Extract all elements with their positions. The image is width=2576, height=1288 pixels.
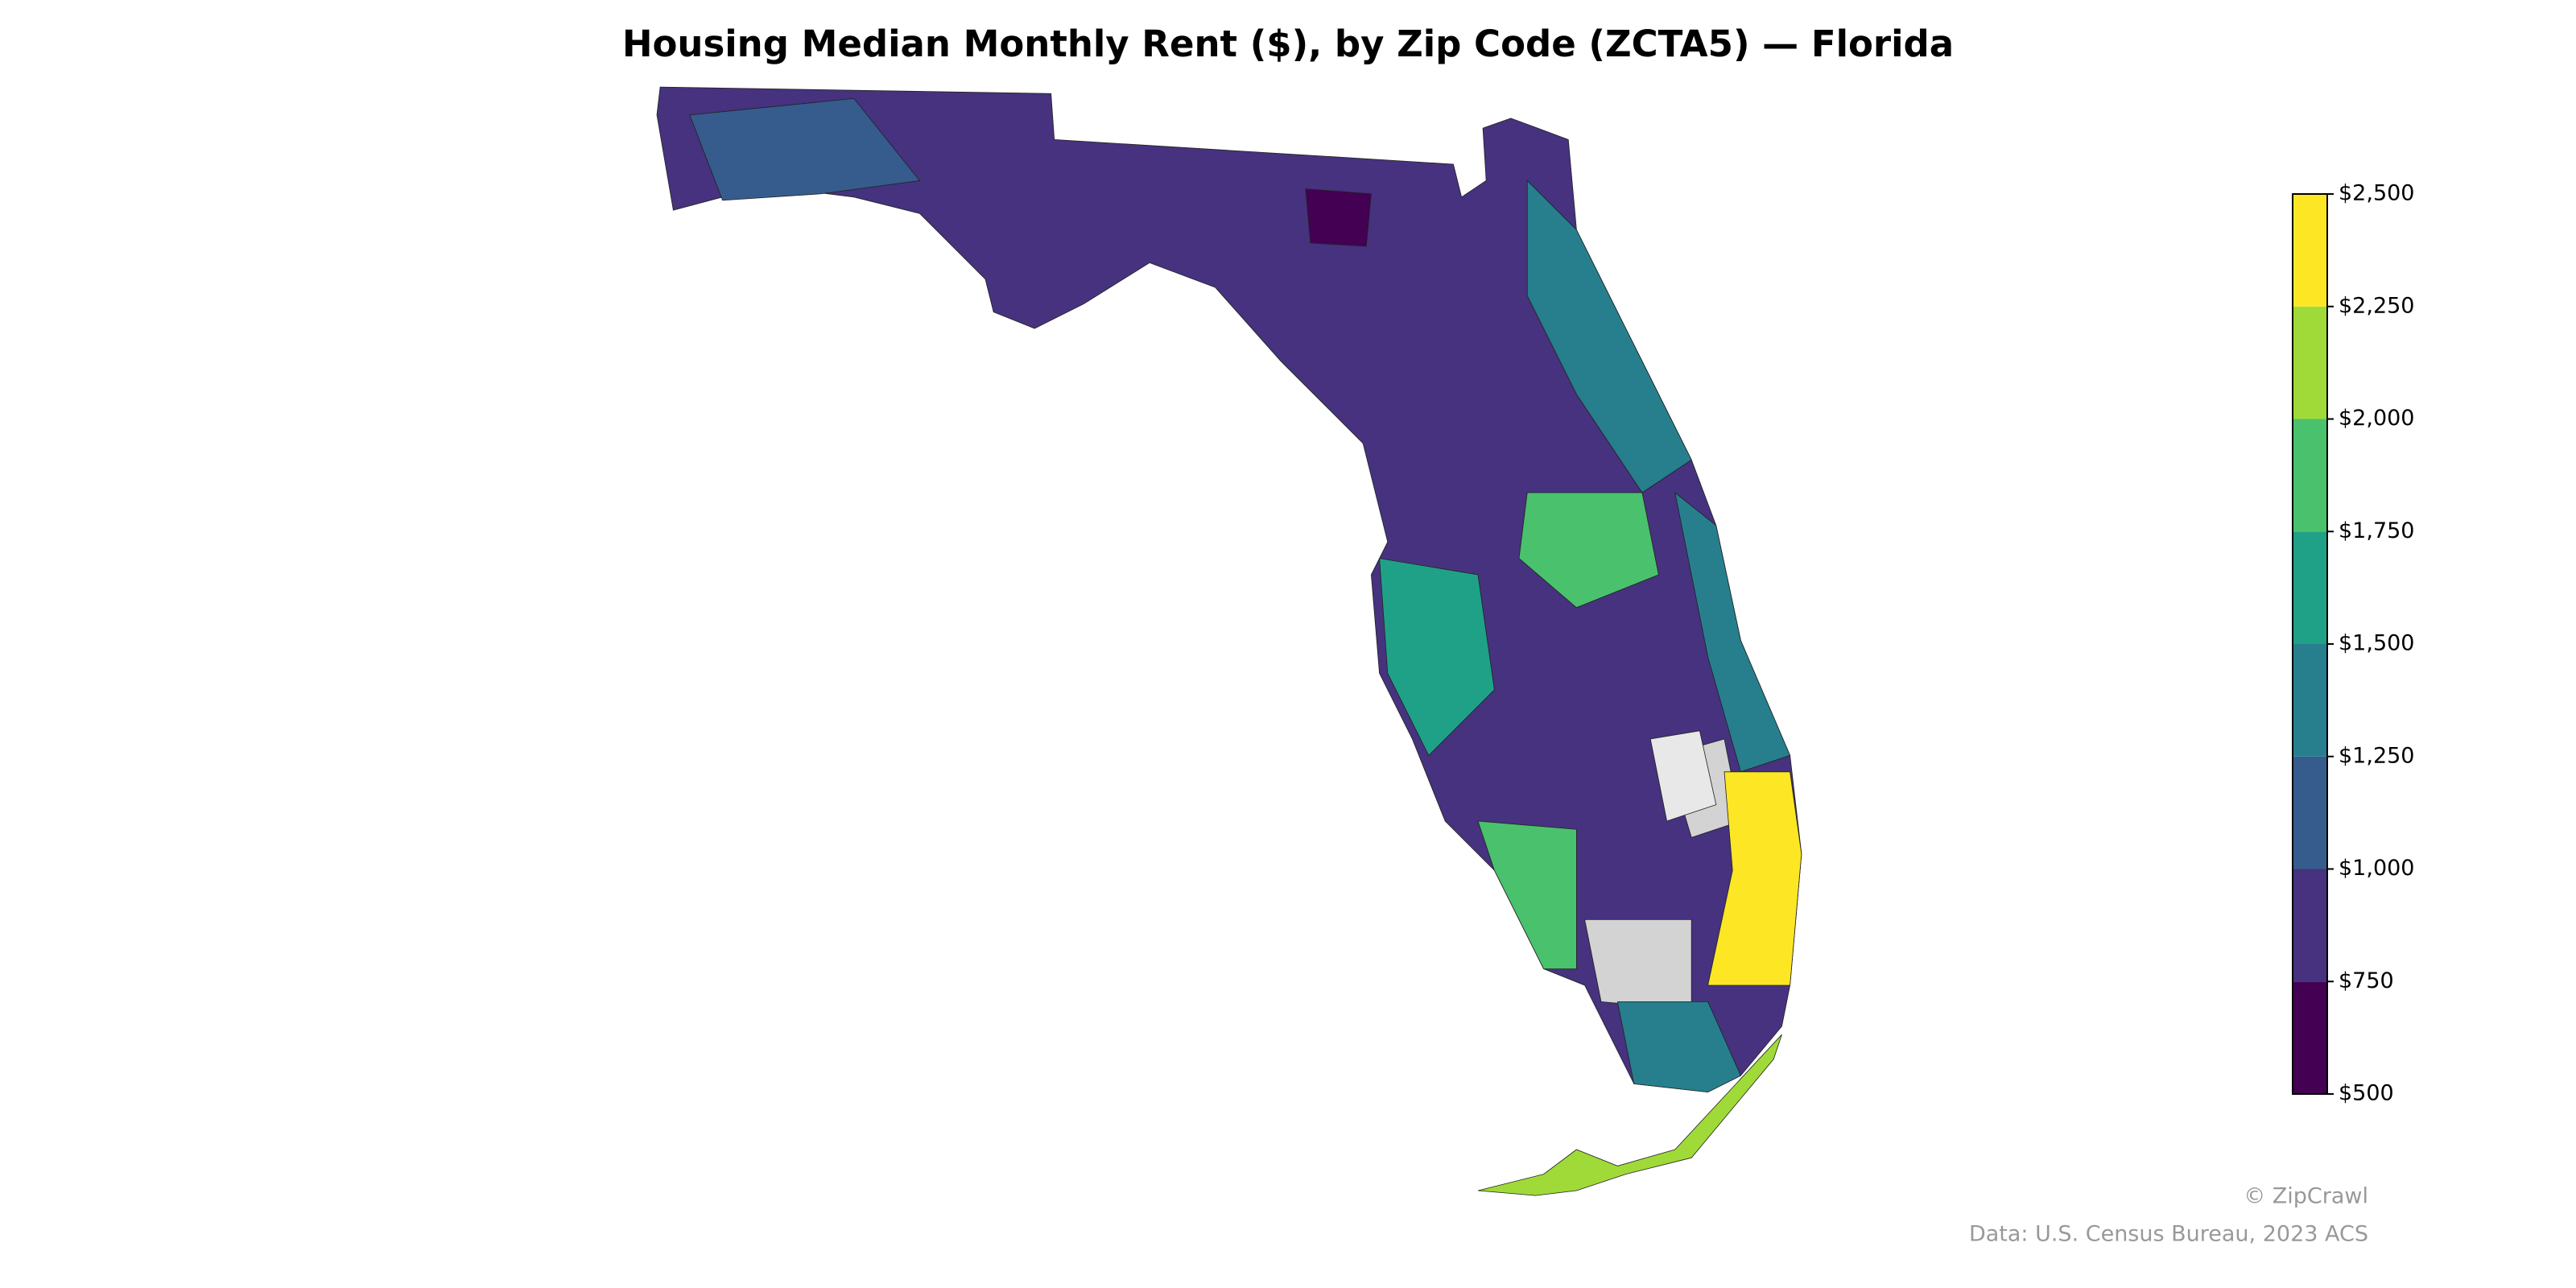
colorbar-tick-label: $1,750 bbox=[2339, 518, 2414, 543]
colorbar-bin bbox=[2293, 869, 2327, 982]
colorbar-tick-label: $2,500 bbox=[2339, 181, 2414, 206]
colorbar-tick-label: $750 bbox=[2339, 968, 2394, 993]
region-patch bbox=[1379, 558, 1495, 757]
colorbar-bin bbox=[2293, 644, 2327, 757]
colorbar-bin bbox=[2293, 194, 2327, 307]
colorbar-tick-label: $1,250 bbox=[2339, 743, 2414, 768]
source-note: Data: U.S. Census Bureau, 2023 ACS bbox=[1969, 1222, 2368, 1247]
colorbar-bin bbox=[2293, 306, 2327, 419]
credit: © ZipCrawl bbox=[2244, 1184, 2368, 1209]
region-patch bbox=[1305, 188, 1372, 247]
keys bbox=[1477, 1034, 1782, 1196]
region-patch bbox=[689, 97, 921, 201]
colorbar-tick-label: $2,250 bbox=[2339, 293, 2414, 318]
colorbar-tick-label: $1,000 bbox=[2339, 856, 2414, 881]
colorbar-bin bbox=[2293, 981, 2327, 1094]
colorbar-bin bbox=[2293, 419, 2327, 532]
region-patch bbox=[1674, 491, 1791, 773]
region-patch bbox=[1518, 492, 1659, 609]
colorbar-bin bbox=[2293, 756, 2327, 869]
colorbar: $500 $750 $1,000 $1,250 $1,500 $1,750 $2,000 $2… bbox=[2292, 181, 2414, 1106]
colorbar-bin bbox=[2293, 531, 2327, 644]
colorbar-tick-label: $1,500 bbox=[2339, 631, 2414, 656]
region-patch bbox=[1707, 771, 1802, 986]
colorbar-tick-label: $500 bbox=[2339, 1081, 2394, 1106]
map-title: Housing Median Monthly Rent ($), by Zip … bbox=[622, 23, 1954, 65]
region-patch bbox=[1649, 730, 1717, 822]
region-patch bbox=[1616, 1001, 1741, 1093]
colorbar-tick-label: $2,000 bbox=[2339, 406, 2414, 431]
region-patch bbox=[1584, 919, 1692, 1011]
region-patch bbox=[1477, 820, 1577, 970]
florida-map bbox=[656, 86, 1802, 1196]
region-patch bbox=[1526, 180, 1692, 493]
